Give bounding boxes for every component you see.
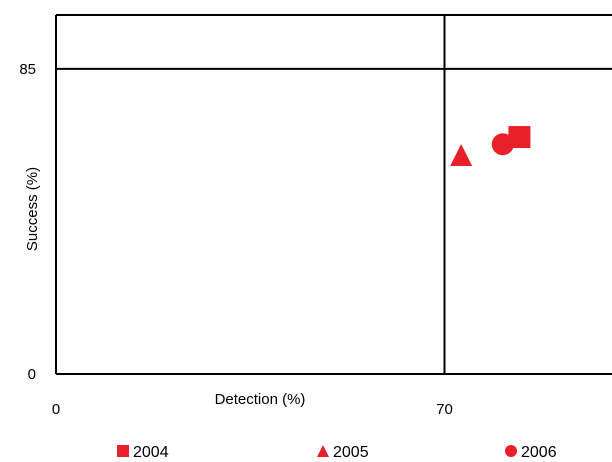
y-tick-label: 0: [28, 366, 36, 383]
y-axis-title: Success (%): [24, 167, 41, 251]
legend-square-marker: [117, 445, 129, 457]
x-tick-label: 0: [52, 401, 60, 418]
data-point-2004: [508, 126, 531, 149]
y-tick-label: 85: [19, 61, 36, 78]
legend-triangle-marker: [317, 445, 329, 457]
legend: 2004 2005 2006: [117, 444, 557, 461]
x-tick-label: 70: [436, 401, 453, 418]
legend-label-2006: 2006: [521, 444, 557, 461]
legend-label-2004: 2004: [133, 444, 169, 461]
data-markers: [450, 126, 531, 167]
x-axis-title: Detection (%): [215, 391, 306, 408]
legend-label-2005: 2005: [333, 444, 369, 461]
data-point-2005: [450, 144, 473, 167]
legend-circle-marker: [505, 445, 517, 457]
data-point-2006: [491, 133, 514, 156]
